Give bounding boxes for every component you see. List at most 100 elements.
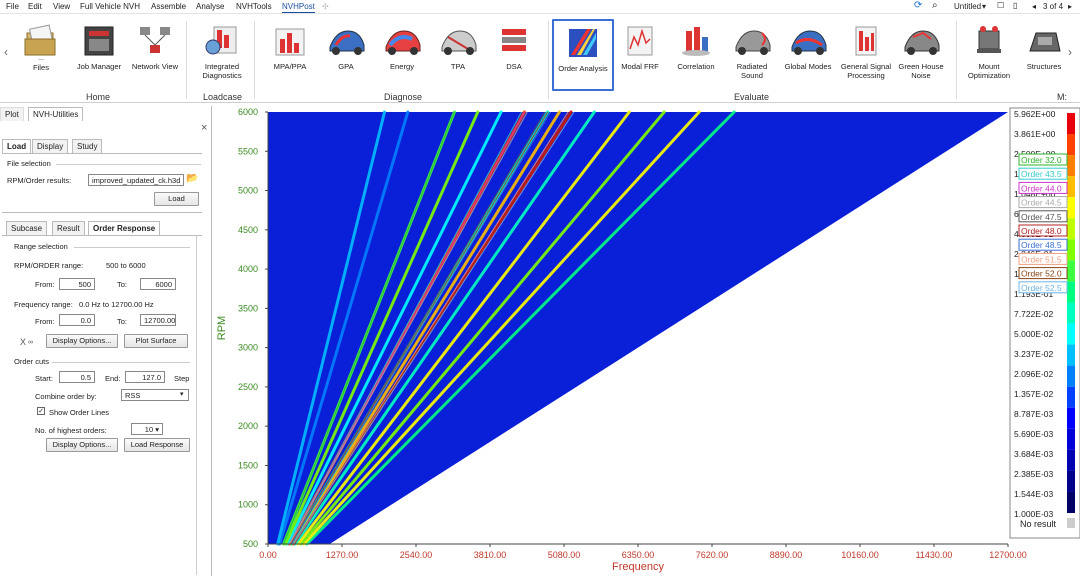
rpm-results-file-input[interactable]: improved_updated_ck.h3d: [88, 174, 184, 186]
green-house-noise-tool[interactable]: Green House Noise: [894, 19, 948, 91]
global-modes-tool[interactable]: Global Modes: [780, 19, 836, 91]
combine-order-label: Combine order by:: [35, 392, 97, 401]
integrated-diagnostics-label: Integrated Diagnostics: [202, 62, 242, 80]
dsa-tool[interactable]: DSA: [488, 19, 540, 91]
menu-file[interactable]: File: [6, 2, 19, 11]
open-folder-icon[interactable]: 📂: [186, 173, 199, 184]
tpa-tool[interactable]: TPA: [432, 19, 484, 91]
freq-to-input[interactable]: 12700.00: [140, 314, 176, 326]
freq-from-input[interactable]: 0.0: [59, 314, 95, 326]
mount-optimization-label: Mount Optimization: [967, 62, 1011, 80]
x-axis-icon[interactable]: X: [20, 337, 27, 347]
network-view-tool[interactable]: Network View: [128, 19, 182, 91]
y-tick-label-4: 2500: [238, 382, 258, 392]
menu-full-vehicle-nvh[interactable]: Full Vehicle NVH: [80, 2, 141, 11]
energy-tool[interactable]: Energy: [376, 19, 428, 91]
legend-entry-5: Order 48.0: [1021, 226, 1062, 236]
dropdown-icon[interactable]: ▾: [982, 2, 987, 11]
document-title[interactable]: Untitled: [954, 2, 982, 11]
order-line-7: [292, 111, 569, 545]
close-icon[interactable]: ×: [201, 122, 208, 134]
integrated-diagnostics-tool[interactable]: Integrated Diagnostics: [194, 19, 250, 91]
ribbon-scroll-right-icon[interactable]: ›: [1068, 45, 1072, 59]
order-analysis-tool[interactable]: Order Analysis: [552, 19, 614, 91]
menu-assemble[interactable]: Assemble: [151, 2, 187, 11]
window-icon[interactable]: ☐: [997, 1, 1005, 10]
rpm-from-input[interactable]: 500: [59, 278, 95, 290]
next-icon[interactable]: ▸: [1068, 2, 1073, 11]
ribbon-scroll-left-icon[interactable]: ‹: [4, 45, 8, 59]
colorbar-swatch-4: [1067, 197, 1075, 219]
order-band-13: [276, 110, 387, 546]
display-options-button[interactable]: Display Options...: [46, 334, 118, 348]
menu-nvhpost[interactable]: NVHPost: [282, 2, 315, 13]
tab-nvh-utilities[interactable]: NVH-Utilities: [28, 107, 84, 121]
files-label: Files: [32, 63, 50, 72]
mpa-ppa-label: MPA/PPA: [273, 62, 307, 71]
order-line-2: [288, 111, 525, 545]
job-manager-tool[interactable]: Job Manager: [72, 19, 126, 91]
plot-surface-button[interactable]: Plot Surface: [124, 334, 188, 348]
tab-study[interactable]: Study: [72, 139, 103, 153]
highest-orders-spinner[interactable]: 10 ▾: [131, 423, 163, 435]
legend-entry-3: Order 44.5: [1021, 198, 1062, 208]
tab-plot[interactable]: Plot: [0, 107, 24, 121]
combine-order-select[interactable]: RSS: [121, 389, 189, 401]
general-signal-processing-tool[interactable]: General Signal Processing: [838, 19, 894, 91]
files-tool[interactable]: ... Files: [18, 19, 64, 91]
prev-icon[interactable]: ◂: [1032, 2, 1037, 11]
mpa-ppa-tool[interactable]: MPA/PPA: [262, 19, 318, 91]
radiated-sound-tool[interactable]: Radiated Sound: [726, 19, 778, 91]
structures-label: Structures: [1026, 62, 1062, 71]
colorbar-label-18: 2.385E-03: [1014, 469, 1053, 479]
colorbar-label-11: 5.000E-02: [1014, 329, 1053, 339]
rpm-order-range-label: RPM/ORDER range:: [14, 261, 84, 270]
tab-subcase[interactable]: Subcase: [6, 221, 48, 235]
infinity-icon[interactable]: ∞: [28, 339, 33, 346]
freq-to-label: To:: [117, 317, 128, 326]
start-input[interactable]: 0.5: [59, 371, 95, 383]
network-view-icon: [140, 27, 170, 53]
rpm-to-input[interactable]: 6000: [140, 278, 176, 290]
order-analysis-plot[interactable]: 0.00 1270.00 2540.00 3810.00 5080.00 6350.00 7…: [213, 106, 1080, 576]
heatmap-chart[interactable]: 0.00 1270.00 2540.00 3810.00 5080.00 6350.00 7…: [213, 106, 1080, 576]
legend-box-6: [1018, 238, 1068, 251]
colorbar-swatch-18: [1067, 491, 1075, 513]
order-analysis-icon: [569, 29, 597, 57]
group-more: M:: [1057, 92, 1067, 102]
display-options-button-2[interactable]: Display Options...: [46, 438, 118, 452]
order-band-9: [285, 110, 503, 546]
menu-nvhtools[interactable]: NVHTools: [236, 2, 272, 11]
mount-optimization-tool[interactable]: Mount Optimization: [960, 19, 1018, 91]
x-tick-label-3: 3810.00: [474, 550, 507, 560]
load-button[interactable]: Load: [154, 192, 199, 206]
dsa-icon: [502, 29, 526, 51]
start-label: Start:: [35, 374, 53, 383]
highest-orders-value: 10: [144, 425, 154, 434]
x-tick-label-6: 7620.00: [696, 550, 729, 560]
chevron-down-icon[interactable]: ▾: [180, 391, 184, 398]
add-tab-icon[interactable]: ✣: [322, 2, 329, 11]
tab-result[interactable]: Result: [52, 221, 85, 235]
modal-frf-tool[interactable]: Modal FRF: [616, 19, 664, 91]
correlation-tool[interactable]: Correlation: [670, 19, 722, 91]
frequency-range-label: Frequency range:: [14, 300, 73, 309]
tab-load[interactable]: Load: [2, 139, 32, 153]
menu-analyse[interactable]: Analyse: [196, 2, 225, 11]
legend-box-2: [1018, 181, 1068, 194]
colorbar-swatch-13: [1067, 386, 1075, 408]
show-order-lines-checkbox[interactable]: ✓: [37, 407, 45, 415]
menu-view[interactable]: View: [53, 2, 71, 11]
menu-edit[interactable]: Edit: [28, 2, 42, 11]
tab-order-response[interactable]: Order Response: [88, 221, 161, 235]
order-band-12: [278, 110, 410, 546]
end-input[interactable]: 127.0: [125, 371, 165, 383]
sync-icon[interactable]: ⟳: [914, 0, 923, 11]
tab-display[interactable]: Display: [32, 139, 69, 153]
structures-tool[interactable]: Structures: [1020, 19, 1068, 91]
load-response-button[interactable]: Load Response: [124, 438, 190, 452]
page-icon[interactable]: ▯: [1013, 1, 1018, 10]
search-icon[interactable]: ⌕: [932, 0, 938, 11]
gpa-tool[interactable]: GPA: [320, 19, 372, 91]
order-cuts-heading: Order cuts: [14, 357, 50, 366]
